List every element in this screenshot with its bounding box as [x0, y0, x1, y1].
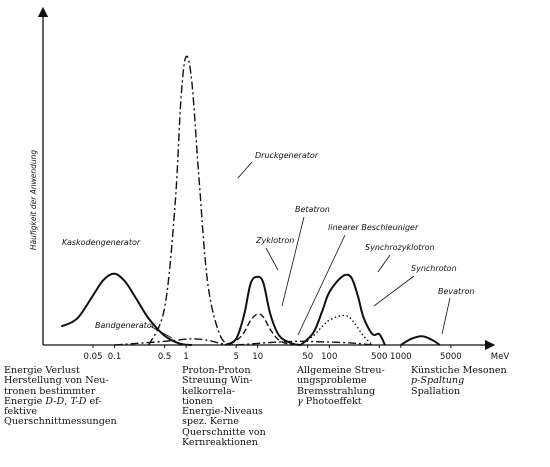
chart-axes: 0.05 0.1 0.5 1 5 10 50 100 500 1000 5000 MeV Häufigk…	[29, 6, 510, 360]
curve-label-druckgenerator: Druckgenerator	[255, 151, 319, 160]
x-tick-label: 5000	[440, 352, 462, 360]
note-line: Querschnittmessungen	[4, 416, 117, 428]
series-line-betatron	[228, 313, 293, 346]
x-tick-label: 5	[233, 352, 238, 360]
curve-label-synchrozyklotron: Synchrozyklotron	[365, 243, 435, 252]
note-line: kelkorrela-	[182, 385, 236, 397]
note-line: Proton-Proton	[182, 365, 251, 376]
curve-label-kaskodengenerator: Kaskodengenerator	[62, 238, 141, 247]
series-line-kaskodengenerator	[60, 272, 192, 346]
curve-label-linearer-beschleuniger: linearer Beschleuniger	[328, 223, 419, 232]
x-tick-label: 1	[183, 352, 188, 360]
note-line: Energie Verlust	[4, 365, 80, 376]
series-line-druckgenerator	[148, 55, 234, 346]
note-line: Streuung Win-	[182, 375, 253, 387]
note-line: ungsprobleme	[297, 375, 367, 387]
x-tick-label: 500	[371, 352, 387, 360]
curve-label-synchroton: Synchroton	[411, 264, 457, 273]
x-tick-label: 0.05	[84, 352, 103, 360]
x-tick-label: 0.1	[108, 352, 122, 360]
x-tick-label: 50	[302, 352, 313, 360]
curve-label-betatron: Betatron	[295, 205, 330, 214]
x-tick-label: 1000	[390, 352, 412, 360]
leader-line-druckgenerator	[237, 161, 253, 179]
leader-line-betatron	[281, 216, 305, 307]
note-line: Künstiche Mesonen	[411, 365, 507, 376]
series-line-zyklotron	[224, 275, 301, 346]
leader-line-bevatron	[441, 297, 451, 335]
chart-figure: 0.05 0.1 0.5 1 5 10 50 100 500 1000 5000 MeV Häufigk…	[29, 6, 510, 360]
series-line-synchrozyklotron	[300, 273, 386, 346]
leader-line-linearer-beschleuniger	[297, 234, 346, 336]
note-line: Energie-Niveaus	[182, 406, 263, 418]
note-line: spez. Kerne	[182, 416, 239, 428]
leader-line-bandgenerator	[149, 325, 173, 339]
leader-line-zyklotron	[265, 247, 279, 271]
note-line: Allgemeine Streu-	[297, 365, 385, 376]
x-tick-label: 0.5	[158, 352, 172, 360]
chart-series-layer	[60, 55, 441, 346]
leader-line-synchrozyklotron	[377, 254, 391, 273]
note-line: tionen	[182, 395, 213, 407]
note-line: Herstellung von Neu-	[4, 375, 109, 387]
x-tick-label: 10	[252, 352, 263, 360]
note-line: p-Spaltung	[411, 375, 465, 387]
x-axis-unit: MeV	[491, 352, 510, 360]
leader-line-synchroton	[373, 275, 415, 307]
note-gev-range: Künstiche Mesonen p-Spaltung Spallation	[411, 365, 531, 397]
y-axis-title: Häufigkeit der Anwendung	[29, 150, 38, 250]
series-line-synchroton	[300, 314, 373, 346]
note-line: Querschnitte von	[182, 426, 266, 438]
series-line-linearer-beschleuniger	[236, 340, 373, 346]
curve-label-bandgenerator: Bandgenerator	[95, 321, 156, 330]
note-high-range: Allgemeine Streu-ungsprobleme Bremsstrahl…	[297, 365, 405, 407]
note-line: Spallation	[411, 385, 461, 397]
note-line: fektive	[4, 406, 38, 418]
curve-label-zyklotron: Zyklotron	[255, 236, 294, 245]
series-line-bandgenerator	[114, 338, 230, 346]
series-line-bevatron	[400, 335, 441, 346]
note-line: Energie D-D, T-D ef-	[4, 395, 102, 407]
note-line: tronen bestimmter	[4, 385, 96, 397]
note-line: Kernreaktionen	[182, 437, 258, 449]
x-tick-label: 100	[321, 352, 337, 360]
note-mev-range: Proton-Proton Streuung Win-kelkorrela-tio…	[182, 365, 292, 449]
note-line: γ Photoeffekt	[297, 395, 362, 407]
note-low-energy: Energie Verlust Herstellung von Neu-trone…	[4, 365, 174, 428]
note-line: Bremsstrahlung	[297, 385, 376, 397]
chart-label-layer: Kaskodengenerator Bandgenerator Druckgener…	[62, 151, 474, 339]
curve-label-bevatron: Bevatron	[438, 287, 474, 296]
